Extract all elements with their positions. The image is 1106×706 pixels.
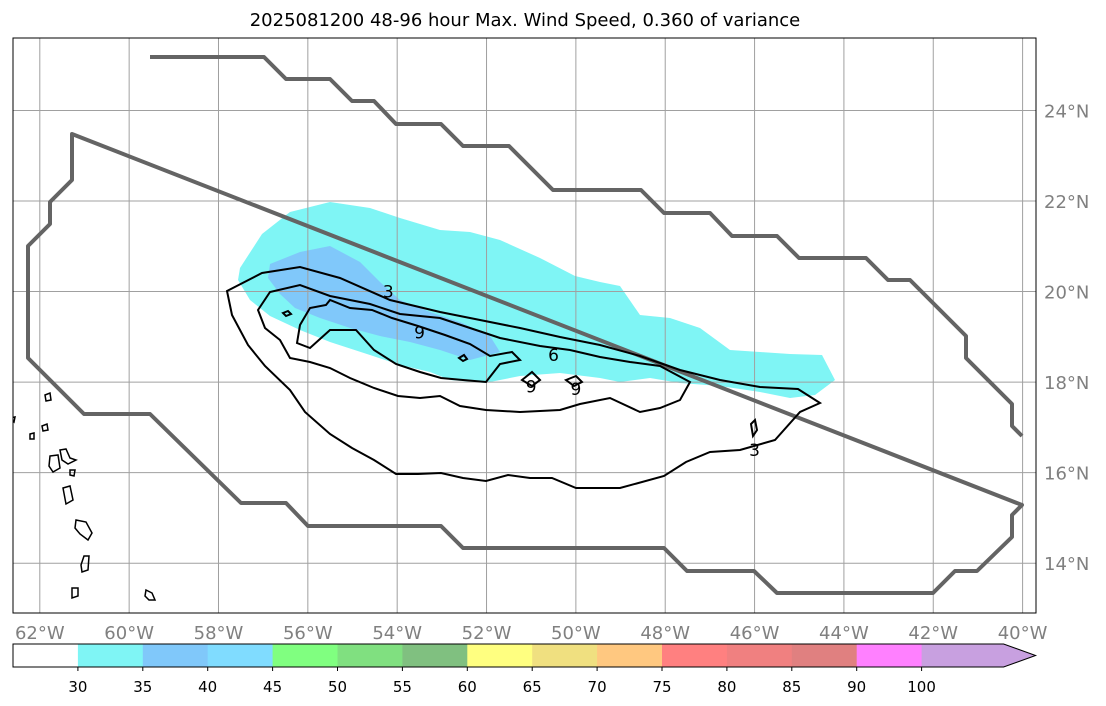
latitude-tick-label: 18°N [1044, 373, 1089, 394]
chart-title: 2025081200 48-96 hour Max. Wind Speed, 0… [250, 10, 801, 31]
island [41, 422, 49, 432]
longitude-tick-label: 58°W [194, 623, 244, 644]
latitude-tick-label: 22°N [1044, 192, 1089, 213]
colorbar-tick-label: 75 [652, 678, 671, 696]
forecast-region-outline [26, 55, 1024, 595]
island [44, 391, 52, 402]
colorbar-tick-label: 30 [68, 678, 87, 696]
island [71, 587, 79, 600]
island [13, 416, 16, 424]
contour-3 [225, 265, 823, 489]
colorbar-extend-arrow [921, 644, 1036, 667]
contour-6 [256, 283, 692, 414]
contour-value-label: 9 [414, 323, 425, 343]
colorbar-segment [272, 644, 338, 667]
colorbar-segment [791, 644, 858, 667]
colorbar-tick-label: 90 [847, 678, 866, 696]
longitude-tick-label: 60°W [104, 623, 154, 644]
colorbar-segment [207, 644, 274, 667]
colorbar-tick-label: 80 [717, 678, 736, 696]
wind-speed-30-35-shading [238, 202, 835, 398]
longitude-tick-label: 56°W [283, 623, 333, 644]
colorbar-outline [12, 643, 1038, 668]
contour-small-ring [520, 370, 542, 388]
colorbar-segment [402, 644, 468, 667]
latitude-tick-label: 16°N [1044, 464, 1089, 485]
colorbar-tick-label: 55 [393, 678, 412, 696]
colorbar-segment [662, 644, 728, 667]
longitude-tick-label: 46°W [730, 623, 780, 644]
latitude-tick-label: 24°N [1044, 101, 1089, 122]
contour-small-ring [281, 309, 293, 318]
colorbar-tick-label: 45 [263, 678, 282, 696]
longitude-tick-label: 54°W [372, 623, 422, 644]
island [69, 469, 76, 477]
contour-9 [295, 298, 523, 384]
island [80, 555, 90, 573]
colorbar-segment [77, 644, 144, 667]
contour-small-ring [457, 353, 469, 363]
island [144, 588, 157, 601]
colorbar-segment [726, 644, 793, 667]
colorbar-segment [142, 644, 209, 667]
colorbar-tick-label: 50 [328, 678, 347, 696]
longitude-tick-label: 42°W [908, 623, 958, 644]
colorbar-tick-label: 65 [523, 678, 542, 696]
colorbar-tick-label: 40 [198, 678, 217, 696]
contour-value-label: 9 [526, 378, 537, 398]
colorbar-segment [337, 644, 403, 667]
colorbar-tick-label: 85 [782, 678, 801, 696]
contour-value-label: 3 [383, 283, 394, 303]
latitude-tick-label: 20°N [1044, 283, 1089, 304]
latitude-labels: 14°N 16°N 18°N 20°N 22°N 24°N [1044, 101, 1089, 575]
colorbar-segment [467, 644, 533, 667]
island [62, 485, 74, 506]
longitude-tick-label: 50°W [551, 623, 601, 644]
longitude-tick-label: 48°W [640, 623, 690, 644]
colorbar-segment [597, 644, 663, 667]
colorbar-tick-label: 35 [133, 678, 152, 696]
colorbar: 30 35 40 45 50 55 60 65 70 75 80 85 90 100 [12, 643, 1038, 696]
island [29, 432, 35, 440]
longitude-tick-label: 52°W [462, 623, 512, 644]
contour-value-label: 3 [749, 441, 760, 461]
colorbar-segment [532, 644, 598, 667]
contour-value-label: 9 [570, 380, 581, 400]
longitude-tick-label: 62°W [15, 623, 65, 644]
island [74, 519, 93, 542]
colorbar-segment [856, 644, 923, 667]
colorbar-tick-label: 60 [458, 678, 477, 696]
contour-value-label: 6 [548, 346, 559, 366]
map-frame [12, 37, 1037, 614]
gridlines [13, 38, 1036, 613]
longitude-tick-label: 44°W [819, 623, 869, 644]
contour-small-ring [749, 417, 759, 439]
colorbar-segment [13, 644, 79, 667]
island-coastlines [13, 391, 157, 601]
longitude-tick-label: 40°W [998, 623, 1048, 644]
colorbar-tick-label: 100 [907, 678, 936, 696]
longitude-labels: 62°W 60°W 58°W 56°W 54°W 52°W 50°W 48°W 46°W 44°W… [15, 623, 1048, 644]
island [59, 448, 78, 465]
colorbar-tick-label: 70 [588, 678, 607, 696]
island [48, 454, 61, 473]
latitude-tick-label: 14°N [1044, 554, 1089, 575]
contour-small-ring [563, 374, 584, 388]
